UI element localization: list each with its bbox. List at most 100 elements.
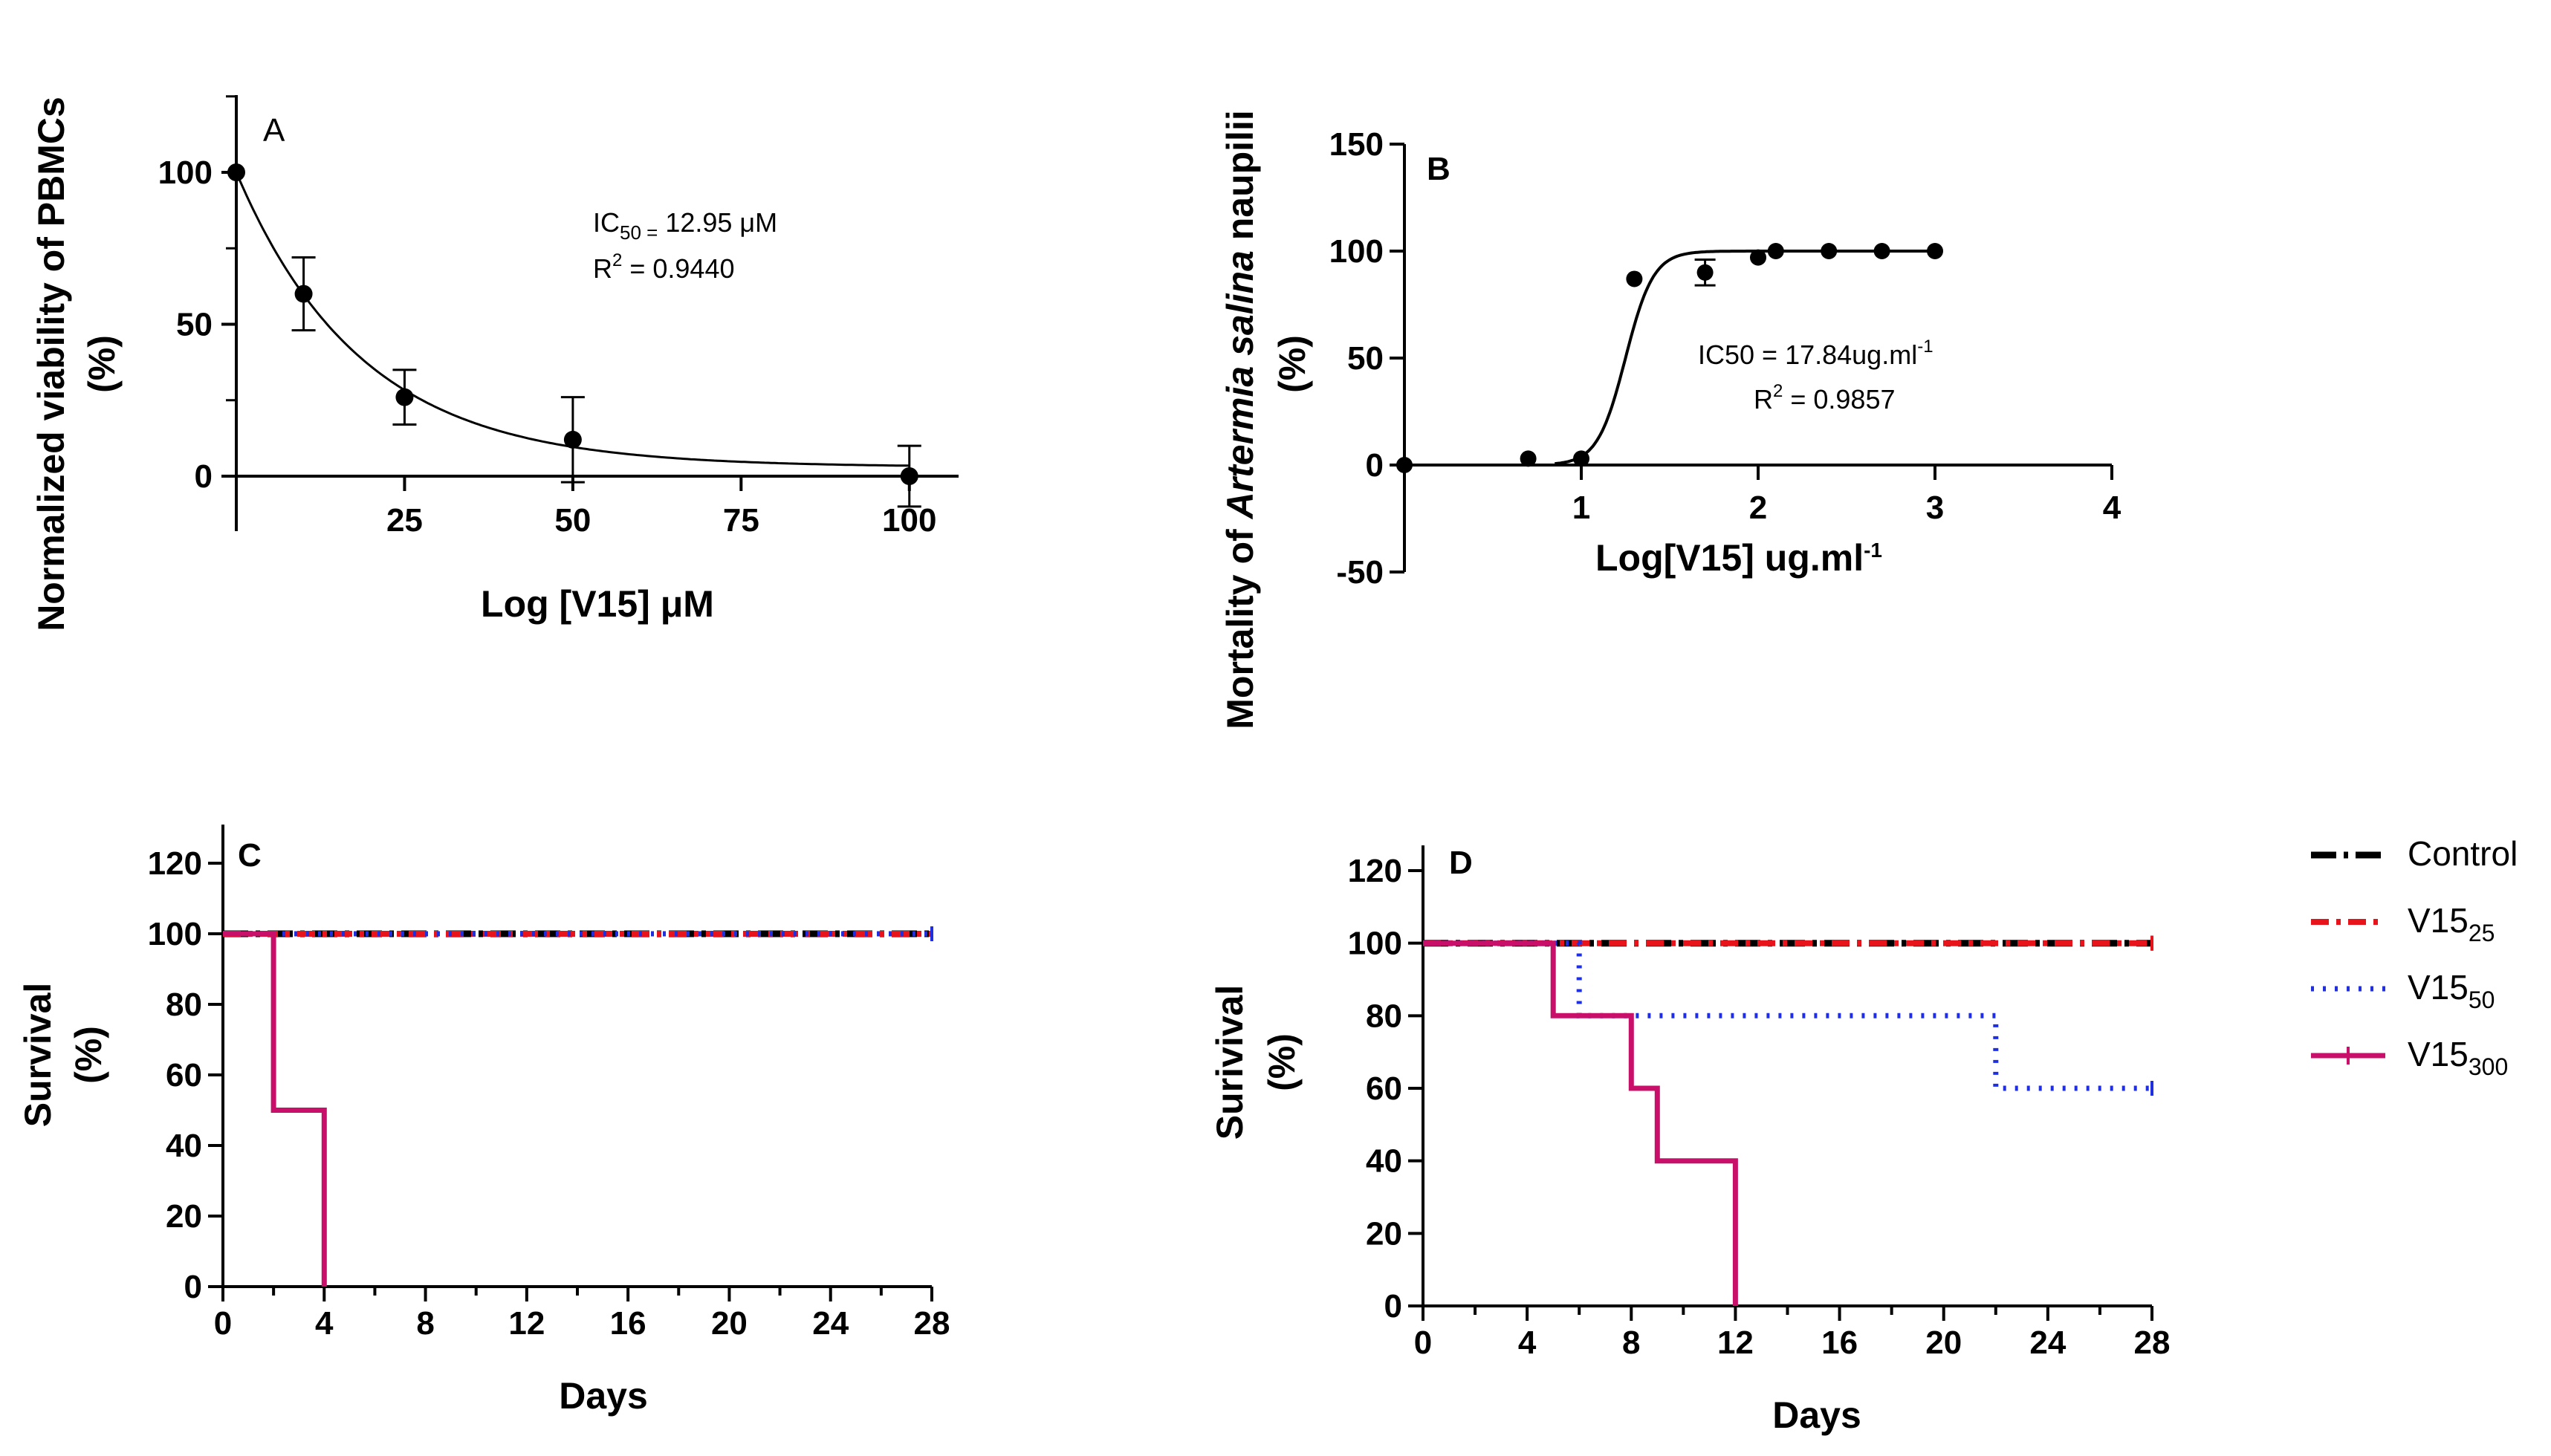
panel-c-y-tick-label: 100 <box>148 916 202 952</box>
panel-b-y-label-italic: Artermia salina <box>1219 250 1261 520</box>
panel-b-y-label-part2: naupilii <box>1219 110 1261 250</box>
panel-b-y-tick-label: 150 <box>1329 126 1384 163</box>
panel-a-r2-sup: 2 <box>612 250 622 270</box>
panel-a-annotation-ic50: IC50 = 12.95 μM <box>593 207 777 244</box>
panel-a-y-label-line1: Normalized viability of PBMCs <box>30 97 72 631</box>
panel-a-data-point <box>395 388 414 406</box>
panel-a-ic50-value: 12.95 μM <box>665 207 777 238</box>
panel-b-annotation-r2: R2 = 0.9857 <box>1754 381 1896 415</box>
panel-b-data-point <box>1396 457 1413 473</box>
panel-c-series-v15-300 <box>223 931 327 1287</box>
panel-d-y-tick-label: 40 <box>1366 1143 1402 1180</box>
panel-d-x-tick-label: 12 <box>1717 1325 1754 1361</box>
legend-label: V15300 <box>2408 1035 2508 1080</box>
panel-d-x-label: Days <box>1772 1394 1861 1436</box>
panel-d-x-tick-label: 20 <box>1925 1325 1962 1361</box>
panel-a-data-point <box>294 285 313 303</box>
panel-b-y-label-line2: (%) <box>1271 335 1313 393</box>
panel-c-y-tick-label: 60 <box>166 1057 202 1093</box>
panel-a-y-tick-label: 50 <box>176 307 213 343</box>
panel-d-x-tick-label: 16 <box>1821 1325 1858 1361</box>
panel-b-x-tick-label: 3 <box>1926 490 1944 526</box>
panel-b-y-label-line1: Mortality of Artermia salina naupilii <box>1219 110 1261 729</box>
legend-label: Control <box>2408 834 2518 873</box>
panel-b-x-tick-label: 1 <box>1572 490 1590 526</box>
panel-c-y-label-line1: Survival <box>17 983 59 1128</box>
panel-a-ic50-sub: 50 = <box>620 221 658 244</box>
panel-a-data-point <box>227 163 245 181</box>
legend-label: V1525 <box>2408 901 2495 946</box>
panel-a-y-label-line2: (%) <box>81 335 123 393</box>
panel-b-y-tick-label: 0 <box>1366 447 1384 484</box>
panel-d-x-tick-label: 8 <box>1622 1325 1640 1361</box>
panel-d-y-tick-label: 100 <box>1348 926 1402 962</box>
panel-c-x-tick-label: 8 <box>416 1305 434 1342</box>
panel-d-y-tick-label: 120 <box>1348 853 1402 889</box>
panel-c-y-tick-label: 40 <box>166 1128 202 1164</box>
panel-b-r2-sup: 2 <box>1773 381 1783 401</box>
panel-a-data-point <box>563 430 582 449</box>
panel-c-x-tick-label: 0 <box>214 1305 232 1342</box>
panel-a-r2-prefix: R <box>593 253 612 284</box>
panel-a-x-tick-label: 75 <box>723 502 759 539</box>
panel-c-x-tick-label: 24 <box>812 1305 849 1342</box>
legend-item-control: Control <box>2311 834 2518 873</box>
panel-b-letter: B <box>1427 151 1450 187</box>
panel-c-x-tick-label: 4 <box>315 1305 334 1342</box>
panel-c-y-tick-label: 80 <box>166 987 202 1023</box>
panel-b-r2-value: = 0.9857 <box>1790 384 1895 415</box>
panel-b-ic50-value: IC50 = 17.84ug.ml <box>1698 339 1917 370</box>
panel-a-data-point <box>900 467 918 485</box>
panel-b-x-label-sup: -1 <box>1864 539 1882 562</box>
panel-c-x-tick-label: 20 <box>711 1305 748 1342</box>
legend-item-v15300: V15300 <box>2311 1035 2508 1080</box>
panel-b-x-label: Log[V15] ug.ml-1 <box>1595 537 1882 579</box>
panel-b-x-tick-label: 4 <box>2103 490 2121 526</box>
panel-c-y-tick-label: 120 <box>148 845 202 882</box>
panel-a-ic50-prefix: IC <box>593 207 620 238</box>
panel-b-r2-prefix: R <box>1754 384 1773 415</box>
legend: Control V1525 V1550 V15300 <box>2311 834 2518 1080</box>
panel-d-y-label-line1: Surivival <box>1209 985 1251 1140</box>
panel-a-r2-value: = 0.9440 <box>629 253 734 284</box>
panel-b-data-point <box>1873 243 1890 259</box>
legend-item-v1525: V1525 <box>2311 901 2495 946</box>
panel-d-y-tick-label: 60 <box>1366 1070 1402 1107</box>
panel-d-x-tick-label: 28 <box>2134 1325 2171 1361</box>
panel-b-data-point <box>1520 450 1537 467</box>
panel-b-data-point <box>1927 243 1943 259</box>
panel-a-y-tick-label: 0 <box>195 458 213 495</box>
panel-a-x-tick-label: 100 <box>882 502 936 539</box>
panel-c-letter: C <box>238 837 262 874</box>
panel-c-y-label-line2: (%) <box>68 1026 109 1084</box>
panel-a-chart: 0 50 100 25 50 75 100 A IC50 = 12.95 μM R2 = 0.… <box>30 95 959 631</box>
panel-d-y-label-line2: (%) <box>1261 1033 1303 1091</box>
panel-b-x-tick-label: 2 <box>1749 490 1767 526</box>
panel-c-x-tick-label: 16 <box>610 1305 646 1342</box>
panel-d-y-tick-label: 0 <box>1384 1288 1402 1325</box>
panel-d-y-tick-label: 20 <box>1366 1215 1402 1252</box>
panel-b-data-point <box>1573 450 1589 467</box>
panel-c-y-tick-label: 20 <box>166 1198 202 1235</box>
panel-c-chart: 0 20 40 60 80 100 120 0 4 8 12 16 20 24 28 C Days Sur… <box>17 825 950 1417</box>
panel-a-x-label: Log [V15] μM <box>481 583 714 625</box>
panel-b-y-tick-label: 50 <box>1347 340 1384 377</box>
panel-b-data-point <box>1696 264 1714 281</box>
panel-d-y-tick-label: 80 <box>1366 998 1402 1034</box>
panel-c-x-label: Days <box>559 1375 648 1417</box>
legend-label: V1550 <box>2408 968 2495 1013</box>
panel-d-x-tick-label: 4 <box>1518 1325 1537 1361</box>
panel-b-fit-curve <box>1555 250 1935 466</box>
panel-b-y-tick-label: -50 <box>1336 554 1384 591</box>
panel-a-x-tick-label: 25 <box>386 502 423 539</box>
panel-d-x-tick-label: 24 <box>2029 1325 2066 1361</box>
panel-b-data-point <box>1750 249 1766 266</box>
panel-c-x-tick-label: 28 <box>914 1305 950 1342</box>
panel-b-x-label-main: Log[V15] ug.ml <box>1595 537 1864 579</box>
panel-d-series-v15-300 <box>1423 940 1738 1306</box>
panel-a-annotation-r2: R2 = 0.9440 <box>593 250 735 284</box>
panel-b-data-point <box>1821 243 1838 259</box>
panel-a-y-tick-label: 100 <box>158 155 213 191</box>
panel-c-y-tick-label: 0 <box>184 1269 202 1305</box>
